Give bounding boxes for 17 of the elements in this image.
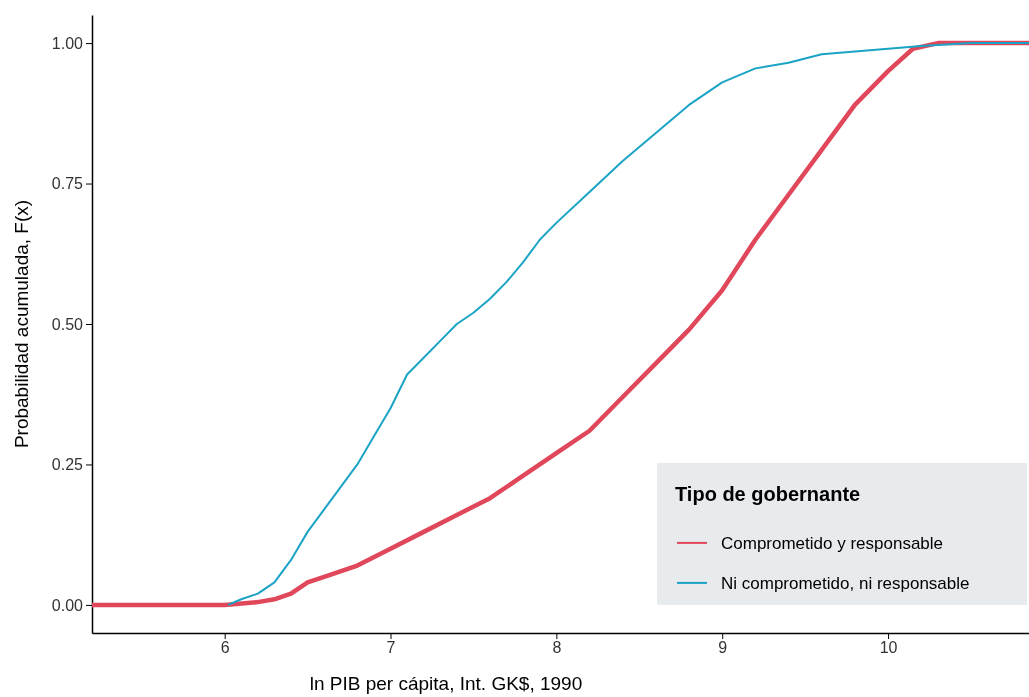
line-series: [89, 40, 1029, 608]
legend-label: Ni comprometido, ni responsable: [721, 573, 970, 593]
y-tick-label: 0.75: [51, 175, 84, 193]
y-axis-title: Probabilidad acumulada, F(x): [11, 199, 32, 449]
x-axis-title: ln PIB per cápita, Int. GK$, 1990: [309, 673, 583, 694]
x-tick-label: 6: [220, 639, 230, 657]
y-tick-label: 0.00: [51, 596, 84, 614]
x-tick-label: 8: [552, 639, 562, 657]
x-tick-label: 9: [718, 639, 728, 657]
legend-title: Tipo de gobernante: [675, 482, 861, 505]
y-tick-label: 0.50: [51, 315, 84, 333]
y-tick-label: 1.00: [51, 34, 84, 52]
x-tick-label: 10: [879, 639, 898, 657]
line-series: [226, 42, 1029, 606]
y-tick-label: 0.25: [51, 456, 84, 474]
legend-label: Comprometido y responsable: [721, 533, 944, 553]
x-tick-label: 7: [386, 639, 396, 657]
